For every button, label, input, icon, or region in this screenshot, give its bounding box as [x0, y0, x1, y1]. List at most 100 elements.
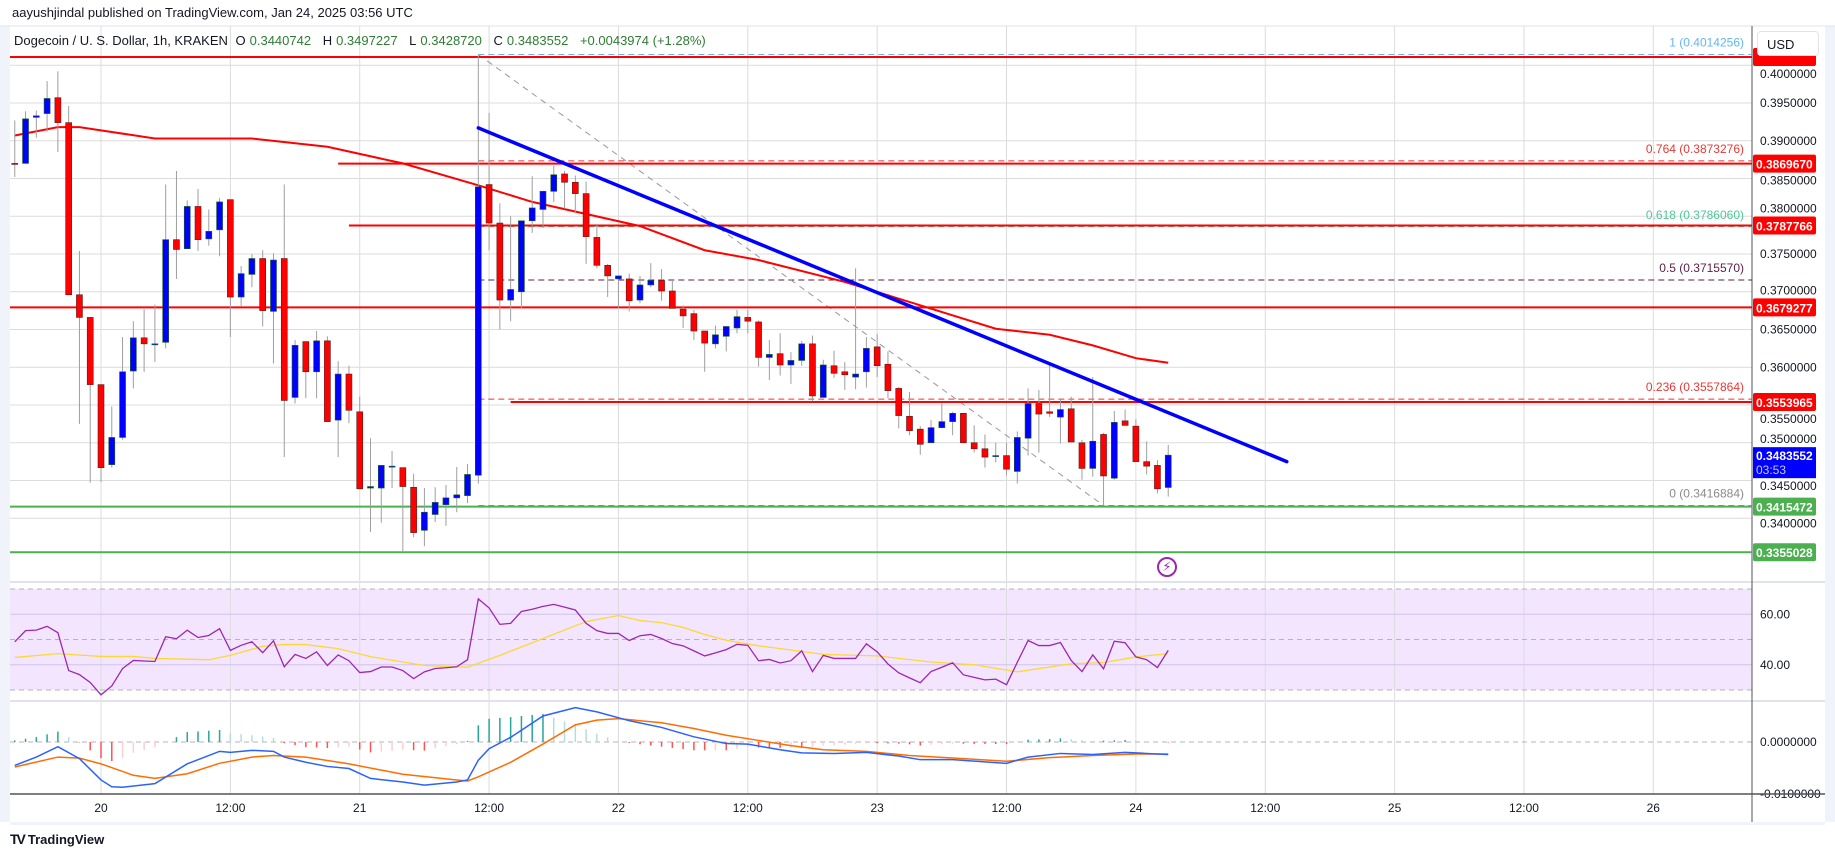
candle: [744, 309, 752, 334]
symbol-title[interactable]: Dogecoin / U. S. Dollar, 1h, KRAKEN: [14, 33, 228, 48]
low-label: L: [409, 33, 417, 48]
candle-body-down: [970, 442, 978, 450]
candle-body-up: [421, 511, 428, 531]
price-tag: [1753, 497, 1816, 516]
candle: [367, 438, 374, 532]
candle: [97, 384, 105, 483]
candle-body-up: [819, 364, 827, 398]
candle: [43, 81, 51, 132]
tradingview-logo-icon: TV: [10, 831, 26, 847]
candle-body-down: [11, 163, 19, 165]
main-pane[interactable]: 1 (0.4014256) 0.764 (0.3873276) 0.618 (0.3…: [10, 35, 1752, 554]
candle: [485, 112, 493, 251]
time-axis-label: 12:00: [1250, 801, 1280, 815]
candle-body-down: [916, 428, 924, 445]
candle: [658, 269, 665, 301]
candle: [949, 411, 956, 436]
candle: [377, 465, 385, 523]
price-axis-label: 0.3650000: [1760, 323, 1817, 337]
time-axis-label: 22: [612, 801, 626, 815]
candle: [938, 403, 946, 429]
candle: [119, 337, 126, 440]
lightning-bolt-icon[interactable]: ⚡︎: [1157, 557, 1177, 577]
candle-body-down: [1100, 434, 1107, 477]
candle: [895, 386, 903, 429]
candle: [140, 309, 148, 372]
candle-body-down: [1132, 425, 1140, 462]
candle: [593, 223, 601, 269]
candle-body-up: [377, 465, 385, 489]
candle-body-down: [1143, 461, 1150, 467]
currency-button[interactable]: USD: [1757, 31, 1819, 56]
price-axis-label: 0.3400000: [1760, 517, 1817, 531]
time-axis-label: 12:00: [474, 801, 504, 815]
candle: [421, 488, 428, 547]
price-tag-label: 0.3679277: [1756, 301, 1813, 315]
candle: [496, 203, 504, 330]
candle-body-down: [259, 258, 267, 311]
candle: [539, 190, 547, 229]
current-price-label: 0.3483552: [1756, 449, 1813, 463]
candle-body-down: [895, 388, 903, 416]
candle-body-up: [43, 98, 51, 114]
candle: [442, 485, 450, 526]
candle: [625, 273, 633, 312]
candle-body-down: [324, 340, 331, 422]
fib-swing-line[interactable]: [478, 54, 1104, 506]
price-axis-label: 0.3500000: [1760, 432, 1817, 446]
candle-body-up: [108, 437, 116, 465]
close-value: 0.3483552: [506, 33, 569, 48]
candle: [1024, 388, 1032, 456]
time-axis-label: 12:00: [733, 801, 763, 815]
fib-level-label: 0.5 (0.3715570): [1659, 261, 1744, 275]
candle-body-up: [1089, 440, 1097, 469]
candle-body-up: [334, 373, 342, 421]
candle: [604, 263, 611, 298]
candle-body-down: [960, 413, 967, 444]
candle-body-up: [550, 174, 558, 192]
candle: [388, 451, 396, 489]
candle: [841, 361, 849, 390]
time-axis-label: 21: [353, 801, 367, 815]
current-price-tag: [1753, 447, 1816, 479]
candle-body-up: [248, 258, 256, 275]
candle-body-down: [1003, 455, 1010, 470]
candle: [280, 184, 288, 458]
bearish-trendline[interactable]: [476, 126, 1289, 464]
candle-body-up: [852, 373, 859, 378]
candle-body-down: [981, 448, 989, 458]
candle-body-up: [712, 334, 719, 345]
candle-body-up: [798, 343, 806, 361]
candle: [1089, 377, 1097, 477]
candle: [863, 337, 870, 388]
candle-body-up: [863, 348, 870, 373]
rsi-axis-label: 40.00: [1760, 658, 1790, 672]
candle-body-up: [733, 316, 741, 329]
candle-body-down: [194, 206, 202, 240]
candle: [1057, 399, 1064, 444]
candle: [76, 250, 83, 424]
candle-body-up: [1013, 437, 1021, 472]
indicator-panes: [14, 597, 1169, 788]
candle-body-up: [431, 502, 439, 515]
candle-body-up: [647, 280, 655, 286]
candle: [356, 396, 364, 490]
candle: [960, 413, 967, 444]
close-label: C: [493, 33, 503, 48]
candle-body-up: [766, 354, 773, 358]
candle: [162, 184, 169, 349]
candle-body-down: [809, 343, 816, 397]
candle: [194, 189, 202, 251]
candle-body-down: [841, 371, 849, 376]
candle: [636, 275, 644, 304]
candle: [108, 406, 116, 468]
candle: [1003, 442, 1010, 476]
candle-body-down: [280, 258, 288, 401]
candle: [809, 335, 816, 402]
candle: [647, 263, 655, 288]
candle: [453, 466, 461, 513]
candle: [981, 434, 989, 468]
time-axis-label: 12:00: [992, 801, 1022, 815]
